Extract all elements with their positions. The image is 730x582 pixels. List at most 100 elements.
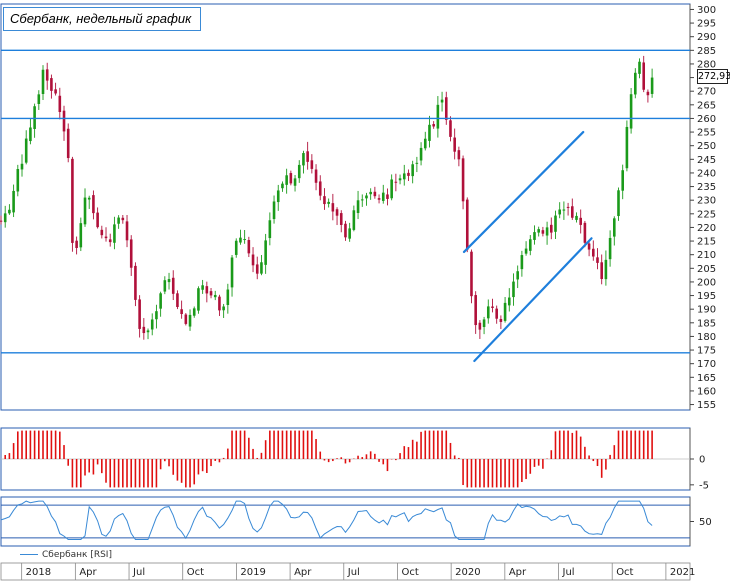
candle-body xyxy=(239,237,242,243)
candle-body xyxy=(335,209,339,216)
candle-body xyxy=(230,257,234,288)
x-tick-label: 2021 xyxy=(670,567,695,578)
x-tick-label: Oct xyxy=(616,567,633,578)
candle-body xyxy=(390,179,393,199)
candle-body xyxy=(356,200,360,214)
candle-body xyxy=(625,126,629,169)
x-tick-label: 2019 xyxy=(240,567,265,578)
candle-body xyxy=(482,319,486,328)
candle-body xyxy=(507,297,511,306)
x-tick-label: Oct xyxy=(187,567,204,578)
candle-body xyxy=(566,206,570,208)
candle-body xyxy=(440,99,444,103)
candle-body xyxy=(402,173,406,180)
candle-body xyxy=(134,265,137,300)
candle-body xyxy=(146,330,150,333)
candle-body xyxy=(150,319,154,330)
price-frame xyxy=(0,3,691,411)
candle-body xyxy=(33,106,36,129)
candle-body xyxy=(285,175,288,185)
candle-body xyxy=(323,196,326,205)
candle-body xyxy=(428,124,431,141)
candle-body xyxy=(83,197,87,225)
x-tick-label: 2020 xyxy=(455,567,480,578)
candle-body xyxy=(537,229,540,233)
macd-tick-label: -5 xyxy=(699,480,709,491)
candle-body xyxy=(125,221,129,241)
candle-body xyxy=(163,280,167,292)
trend-channel-line xyxy=(473,237,593,363)
candle-body xyxy=(587,243,591,250)
candle-body xyxy=(495,308,498,319)
candle-body xyxy=(394,181,398,183)
candle-body xyxy=(465,199,469,250)
candle-body xyxy=(167,279,171,283)
price-tick-label: 290 xyxy=(697,32,716,43)
candle-body xyxy=(344,223,347,238)
candle-body xyxy=(621,170,625,191)
candle-body xyxy=(310,160,314,169)
rsi-frame xyxy=(0,496,691,547)
candle-body xyxy=(642,62,646,90)
candle-body xyxy=(608,237,612,260)
price-tick-label: 245 xyxy=(697,155,716,166)
candle-body xyxy=(461,158,465,202)
price-tick-label: 285 xyxy=(697,46,716,57)
chart-title: Сбербанк, недельный график xyxy=(3,7,201,31)
price-tick-label: 235 xyxy=(697,182,716,193)
price-tick-label: 210 xyxy=(697,250,716,261)
candle-body xyxy=(222,306,225,311)
candle-body xyxy=(331,203,335,212)
candle-body xyxy=(302,153,305,166)
candle-body xyxy=(87,197,91,200)
candle-body xyxy=(251,254,255,266)
candle-body xyxy=(188,314,192,327)
candle-body xyxy=(138,299,141,329)
x-tick-label: Apr xyxy=(294,567,312,578)
candle-body xyxy=(54,89,57,94)
x-tick-label: 2018 xyxy=(26,567,51,578)
candle-body xyxy=(37,94,41,104)
price-tick-label: 255 xyxy=(697,128,716,139)
candle-body xyxy=(533,232,536,240)
candle-body xyxy=(306,151,309,162)
price-tick-label: 155 xyxy=(697,400,716,411)
x-tick-label: Apr xyxy=(509,567,527,578)
candle-body xyxy=(352,210,356,230)
candle-body xyxy=(591,248,595,257)
candle-body xyxy=(503,302,507,321)
price-tick-label: 295 xyxy=(697,19,716,30)
price-tick-label: 260 xyxy=(697,114,716,125)
x-axis: 2018 Apr Jul Oct 2019 Apr Jul Oct 2020 Apr Jul Oct 2… xyxy=(0,562,695,581)
candle-body xyxy=(549,224,553,233)
candle-body xyxy=(66,128,70,159)
candle-body xyxy=(20,163,24,170)
candle-body xyxy=(499,318,503,322)
last-price-label: 272,93 xyxy=(697,69,730,84)
candle-body xyxy=(155,311,158,320)
trend-channel-line xyxy=(462,130,585,254)
candle-body xyxy=(255,264,259,274)
candle-body xyxy=(470,251,473,297)
candle-body xyxy=(104,236,108,239)
price-tick-label: 185 xyxy=(697,318,716,329)
candle-body xyxy=(129,239,133,268)
candle-body xyxy=(209,291,213,296)
candle-body xyxy=(407,172,410,176)
x-tick-label: Jul xyxy=(562,567,575,578)
candle-body xyxy=(650,77,654,94)
candle-body xyxy=(583,222,587,243)
candle-body xyxy=(24,138,28,163)
candle-body xyxy=(596,257,599,263)
candle-body xyxy=(638,61,641,74)
price-tick-label: 280 xyxy=(697,59,716,70)
candle-body xyxy=(348,228,351,239)
price-panel: 155 160 165 170 175 180 185 190 195 200 205 210 215 2… xyxy=(0,3,716,411)
candle-body xyxy=(289,173,293,184)
macd-tick-label: 0 xyxy=(699,455,705,466)
candle-body xyxy=(491,306,494,308)
price-tick-label: 215 xyxy=(697,237,716,248)
rsi-panel: 50 xyxy=(0,496,712,547)
candle-body xyxy=(293,178,297,186)
